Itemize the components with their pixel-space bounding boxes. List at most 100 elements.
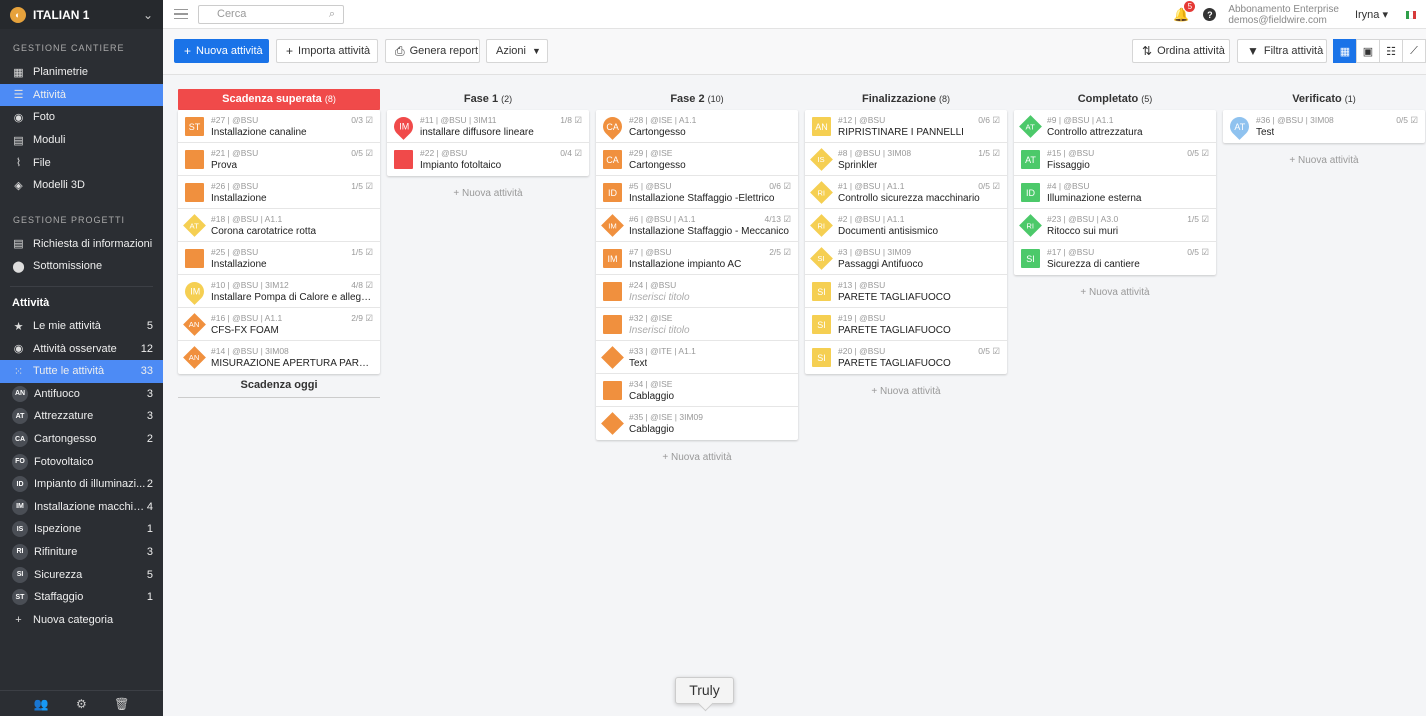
task-filter-1[interactable]: ◉ Attività osservate 12	[0, 337, 163, 360]
category-label: Installazione macchin...	[34, 500, 147, 513]
task-card[interactable]: CA #28 | @ISE | A1.1 Cartongesso	[596, 110, 798, 143]
new-category-button[interactable]: + Nuova categoria	[0, 608, 163, 631]
column-header[interactable]: Fase 1 (2)	[387, 89, 589, 110]
column-header[interactable]: Verificato (1)	[1223, 89, 1425, 110]
sidebar-item-3[interactable]: ▤ Moduli	[0, 129, 163, 152]
task-card[interactable]: IM #7 | @BSU Installazione impianto AC 2/5 …	[596, 242, 798, 275]
task-card[interactable]: #25 | @BSU Installazione 1/5 ☑	[178, 242, 380, 275]
add-task-link[interactable]: + Nuova attività	[1289, 155, 1359, 166]
search-icon[interactable]: ⌕	[328, 7, 335, 20]
column-header[interactable]: Finalizzazione (8)	[805, 89, 1007, 110]
checklist-count: 0/3 ☑	[351, 115, 373, 125]
task-card[interactable]: #33 | @ITE | A1.1 Text	[596, 341, 798, 374]
task-meta: #21 | @BSU	[211, 148, 259, 158]
task-card[interactable]: #32 | @ISE Inserisci titolo	[596, 308, 798, 341]
task-card[interactable]: #26 | @BSU Installazione 1/5 ☑	[178, 176, 380, 209]
column-header[interactable]: Completato (5)	[1014, 89, 1216, 110]
category-item[interactable]: RI Rifiniture 3	[0, 541, 163, 564]
filter-tasks-button[interactable]: ▼ Filtra attività	[1237, 39, 1327, 63]
task-card[interactable]: ID #4 | @BSU Illuminazione esterna	[1014, 176, 1216, 209]
user-menu[interactable]: Iryna ▾	[1354, 9, 1388, 21]
task-card[interactable]: ST #27 | @BSU Installazione canaline 0/3 ☑	[178, 110, 380, 143]
sidebar-item-5[interactable]: ◈ Modelli 3D	[0, 174, 163, 197]
task-card[interactable]: AN #14 | @BSU | 3IM08 MISURAZIONE APERTURA…	[178, 341, 380, 374]
category-item[interactable]: IS Ispezione 1	[0, 518, 163, 541]
sort-tasks-button[interactable]: ⇅ Ordina attività	[1132, 39, 1230, 63]
gear-icon[interactable]: ⚙	[75, 696, 87, 711]
trash-icon[interactable]: 🗑	[114, 696, 130, 711]
task-status-icon: ST	[185, 117, 204, 136]
task-title: Controllo sicurezza macchinario	[838, 193, 980, 204]
actions-dropdown[interactable]: Azioni ▼	[486, 39, 548, 63]
add-task-link[interactable]: + Nuova attività	[871, 386, 941, 397]
category-item[interactable]: AT Attrezzature 3	[0, 405, 163, 428]
generate-report-button[interactable]: ⎙ Genera report	[385, 39, 480, 63]
task-card[interactable]: AT #36 | @BSU | 3IM08 Test 0/5 ☑	[1223, 110, 1425, 143]
import-tasks-button[interactable]: + Importa attività	[276, 39, 378, 63]
task-meta: #1 | @BSU | A1.1	[838, 181, 905, 191]
add-task-link[interactable]: + Nuova attività	[662, 452, 732, 463]
task-card[interactable]: #21 | @BSU Prova 0/5 ☑	[178, 143, 380, 176]
add-task-link[interactable]: + Nuova attività	[453, 188, 523, 199]
task-card[interactable]: SI #20 | @BSU PARETE TAGLIAFUOCO 0/5 ☑	[805, 341, 1007, 374]
task-card[interactable]: ID #5 | @BSU Installazione Staffaggio -Ele…	[596, 176, 798, 209]
search-input[interactable]: Cerca ⌕	[198, 4, 344, 24]
task-card[interactable]: AT #18 | @BSU | A1.1 Corona carotatrice ro…	[178, 209, 380, 242]
people-icon[interactable]: 👥	[33, 696, 49, 711]
new-task-button[interactable]: + Nuova attività	[174, 39, 269, 63]
task-card[interactable]: SI #3 | @BSU | 3IM09 Passaggi Antifuoco	[805, 242, 1007, 275]
chevron-down-icon[interactable]: ⌄	[142, 7, 153, 22]
sidebar-item-4[interactable]: ⌇ File	[0, 151, 163, 174]
task-card[interactable]: AT #15 | @BSU Fissaggio 0/5 ☑	[1014, 143, 1216, 176]
task-card[interactable]: SI #19 | @BSU PARETE TAGLIAFUOCO	[805, 308, 1007, 341]
task-meta: #10 | @BSU | 3IM12	[211, 280, 289, 290]
task-card[interactable]: RI #23 | @BSU | A3.0 Ritocco sui muri 1/5 ☑	[1014, 209, 1216, 242]
chart-view-icon[interactable]: ⟋	[1402, 39, 1426, 63]
category-item[interactable]: SI Sicurezza 5	[0, 563, 163, 586]
task-card[interactable]: SI #13 | @BSU PARETE TAGLIAFUOCO	[805, 275, 1007, 308]
task-card[interactable]: IM #6 | @BSU | A1.1 Installazione Staffagg…	[596, 209, 798, 242]
task-card[interactable]: RI #2 | @BSU | A1.1 Documenti antisismico	[805, 209, 1007, 242]
gantt-view-icon[interactable]: ☷	[1379, 39, 1403, 63]
task-card[interactable]: #35 | @ISE | 3IM09 Cablaggio	[596, 407, 798, 440]
task-card[interactable]: AT #9 | @BSU | A1.1 Controllo attrezzatura	[1014, 110, 1216, 143]
help-icon[interactable]: ?	[1203, 8, 1217, 21]
project-switcher[interactable]: ◐ ITALIAN 1 ⌄	[0, 0, 163, 29]
task-category-abbr: IM	[608, 221, 617, 230]
sidebar-item-0[interactable]: ▦ Planimetrie	[0, 61, 163, 84]
task-card[interactable]: IM #10 | @BSU | 3IM12 Installare Pompa di …	[178, 275, 380, 308]
sidebar-item-1[interactable]: ☰ Attività	[0, 83, 163, 107]
category-item[interactable]: IM Installazione macchin... 4	[0, 496, 163, 519]
category-item[interactable]: FO Fotovoltaico	[0, 450, 163, 473]
italy-flag-icon[interactable]	[1406, 10, 1416, 19]
task-card[interactable]: RI #1 | @BSU | A1.1 Controllo sicurezza ma…	[805, 176, 1007, 209]
category-item[interactable]: AN Antifuoco 3	[0, 383, 163, 406]
column-header[interactable]: Scadenza superata (8)	[178, 89, 380, 110]
task-filter-0[interactable]: ★ Le mie attività 5	[0, 315, 163, 338]
task-card[interactable]: #24 | @BSU Inserisci titolo	[596, 275, 798, 308]
task-card[interactable]: SI #17 | @BSU Sicurezza di cantiere 0/5 ☑	[1014, 242, 1216, 275]
task-card[interactable]: AN #16 | @BSU | A1.1 CFS-FX FOAM 2/9 ☑	[178, 308, 380, 341]
category-item[interactable]: ST Staffaggio 1	[0, 586, 163, 609]
task-card[interactable]: CA #29 | @ISE Cartongesso	[596, 143, 798, 176]
sidebar-project-item-0[interactable]: ▤ Richiesta di informazioni	[0, 233, 163, 256]
task-card[interactable]: IM #11 | @BSU | 3IM11 installare diffusore…	[387, 110, 589, 143]
task-card[interactable]: IS #8 | @BSU | 3IM08 Sprinkler 1/5 ☑	[805, 143, 1007, 176]
board-view-icon[interactable]: ▦	[1333, 39, 1357, 63]
task-card[interactable]: AN #12 | @BSU RIPRISTINARE I PANNELLI 0/6 ☑	[805, 110, 1007, 143]
calendar-view-icon[interactable]: ▣	[1356, 39, 1380, 63]
add-task-link[interactable]: + Nuova attività	[1080, 287, 1150, 298]
menu-icon[interactable]	[174, 8, 188, 20]
sidebar-project-item-1[interactable]: ⬤ Sottomissione	[0, 255, 163, 278]
task-card[interactable]: #34 | @ISE Cablaggio	[596, 374, 798, 407]
task-filter-2[interactable]: ⁙ Tutte le attività 33	[0, 359, 163, 383]
category-item[interactable]: ID Impianto di illuminazi... 2	[0, 473, 163, 496]
paperclip-icon: ⌇	[15, 157, 22, 170]
column-count: (2)	[501, 94, 513, 104]
column-header[interactable]: Fase 2 (10)	[596, 89, 798, 110]
bell-icon[interactable]: 🔔 5	[1173, 0, 1196, 23]
task-card[interactable]: #22 | @BSU Impianto fotoltaico 0/4 ☑	[387, 143, 589, 176]
sidebar-item-2[interactable]: ◉ Foto	[0, 106, 163, 129]
plus-icon: +	[184, 44, 192, 58]
category-item[interactable]: CA Cartongesso 2	[0, 428, 163, 451]
